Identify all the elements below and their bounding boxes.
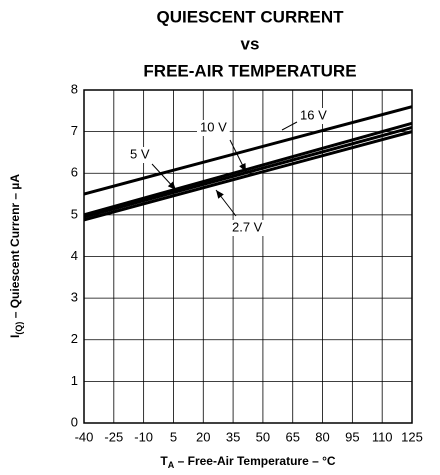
y-tick-label: 3 [71, 290, 78, 305]
x-tick-label: 50 [256, 429, 270, 444]
y-tick-label: 5 [71, 206, 78, 221]
x-tick-label: 95 [345, 429, 359, 444]
chart-title: QUIESCENT CURRENT [156, 7, 344, 26]
chart-title: vs [241, 34, 260, 53]
y-tick-label: 7 [71, 123, 78, 138]
x-tick-label: 35 [226, 429, 240, 444]
x-tick-label: 5 [170, 429, 177, 444]
y-label-rest: – Quiescent Currenr – µA [8, 174, 22, 322]
x-tick-label: -25 [104, 429, 123, 444]
x-tick-label: -40 [75, 429, 94, 444]
x-tick-label: 20 [196, 429, 210, 444]
x-tick-label: 80 [315, 429, 329, 444]
y-tick-label: 4 [71, 248, 78, 263]
x-tick-label: 125 [401, 429, 423, 444]
annotation-arrowhead [216, 190, 224, 199]
x-tick-label: -10 [134, 429, 153, 444]
chart-title: FREE-AIR TEMPERATURE [143, 61, 356, 80]
x-tick-label: 65 [285, 429, 299, 444]
annotation-bg [297, 108, 330, 124]
y-tick-label: 2 [71, 331, 78, 346]
series-line [83, 130, 413, 222]
y-tick-label: 8 [71, 81, 78, 96]
y-label-main: I [8, 335, 22, 338]
x-label-sub: A [168, 460, 175, 470]
annotation-pointer [281, 121, 298, 131]
x-label-main: T [160, 454, 168, 468]
x-axis-label: TA – Free-Air Temperature – °C [160, 454, 335, 470]
series-line [83, 126, 413, 219]
x-tick-label: 110 [372, 429, 393, 444]
plot-frame [83, 89, 413, 424]
y-tick-label: 0 [71, 414, 78, 429]
y-tick-label: 1 [71, 373, 78, 388]
annotation-bg [127, 147, 153, 163]
annotation-bg [229, 220, 266, 236]
annotation-bg [197, 120, 230, 136]
series-line [83, 105, 413, 196]
annotation-arrowhead [239, 163, 246, 172]
series-annotation: 16 V [300, 107, 327, 122]
annotation-arrowhead [167, 181, 176, 190]
y-tick-label: 6 [71, 165, 78, 180]
y-axis-label: I(Q) – Quiescent Currenr – µA [8, 174, 24, 338]
series-annotation: 5 V [130, 146, 150, 161]
y-label-sub: (Q) [14, 322, 24, 335]
series-annotation: 2.7 V [232, 219, 263, 234]
series-annotation: 10 V [200, 119, 227, 134]
x-label-rest: – Free-Air Temperature – °C [174, 454, 336, 468]
series-line [83, 121, 413, 217]
